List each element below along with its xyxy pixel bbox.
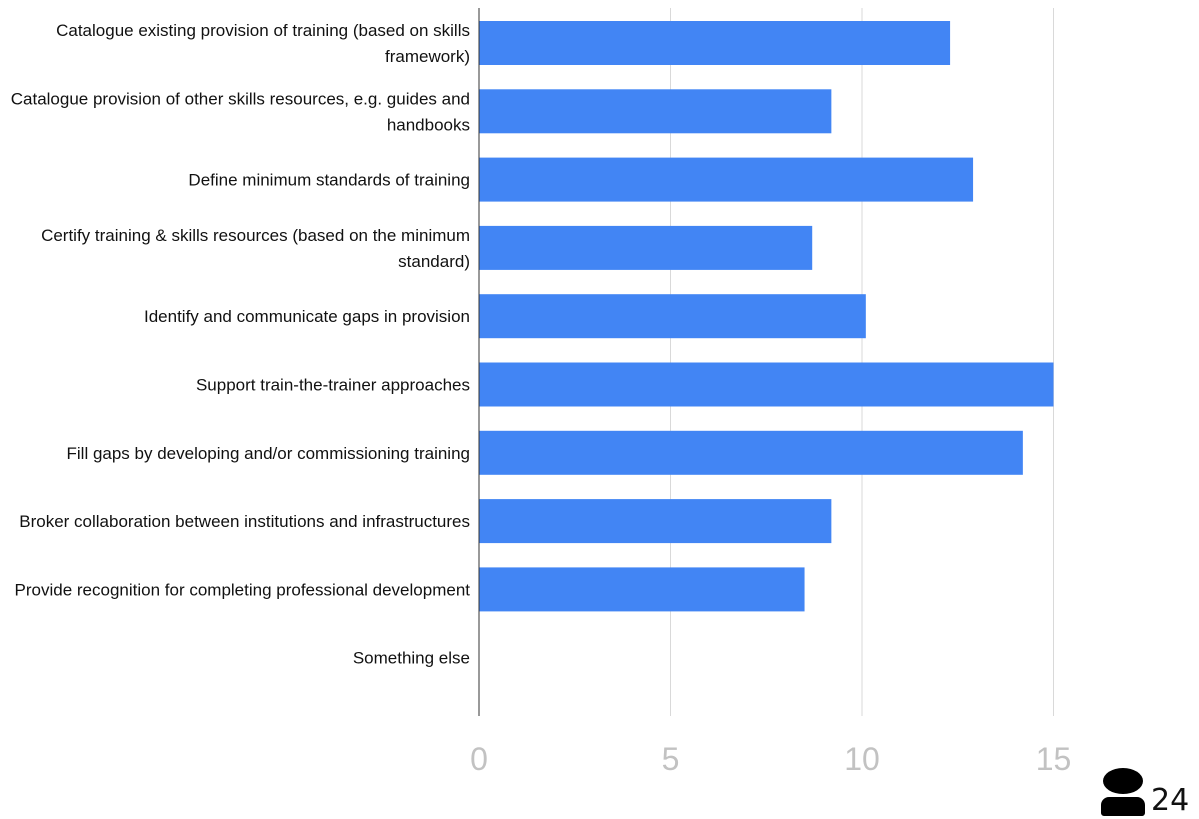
category-label: Define minimum standards of training: [188, 171, 470, 190]
x-tick-labels: 0 5 10 15: [470, 741, 1071, 777]
bar: [479, 294, 866, 339]
bar: [479, 430, 1023, 475]
category-label: Catalogue provision of other skills reso…: [11, 89, 470, 134]
x-tick-label: 15: [1036, 741, 1072, 777]
x-tick-label: 5: [662, 741, 680, 777]
category-label: Certify training & skills resources (bas…: [41, 226, 470, 271]
bar: [479, 157, 974, 202]
bar: [479, 89, 832, 134]
x-tick-label: 10: [844, 741, 880, 777]
bar: [479, 567, 805, 612]
bar: [479, 362, 1054, 407]
bar: [479, 225, 813, 270]
category-label: Something else: [353, 649, 470, 668]
bar: [479, 499, 832, 544]
category-label: Identify and communicate gaps in provisi…: [144, 307, 470, 326]
category-labels: Catalogue existing provision of training…: [11, 21, 471, 668]
category-label: Fill gaps by developing and/or commissio…: [67, 444, 471, 463]
bars: [479, 21, 1054, 612]
category-label: Provide recognition for completing profe…: [15, 580, 471, 599]
bar: [479, 21, 951, 65]
respondent-count: 24: [1151, 783, 1190, 818]
category-label: Catalogue existing provision of training…: [56, 21, 470, 66]
category-label: Broker collaboration between institution…: [19, 512, 470, 531]
category-label: Support train-the-trainer approaches: [196, 376, 470, 395]
respondent-count-badge: 24: [1101, 768, 1189, 816]
x-tick-label: 0: [470, 741, 488, 777]
person-icon: [1101, 768, 1145, 816]
